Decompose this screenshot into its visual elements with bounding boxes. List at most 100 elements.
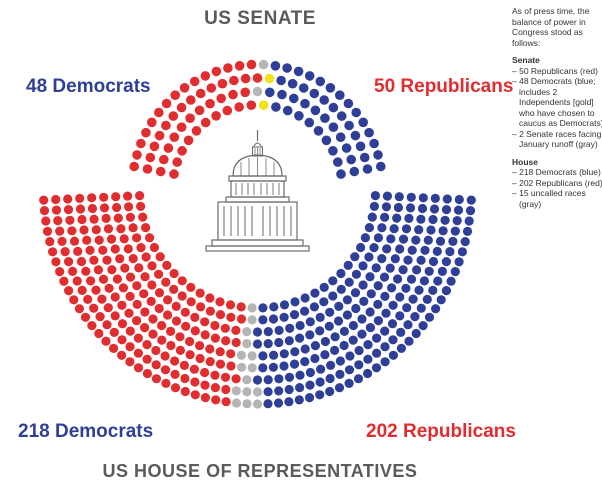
democrat-seat xyxy=(313,126,324,136)
democrat-seat xyxy=(287,78,298,89)
republican-seat xyxy=(135,191,145,201)
republican-seat xyxy=(179,83,190,93)
republican-seat xyxy=(136,201,146,211)
democrat-seat xyxy=(350,130,361,141)
republican-seat xyxy=(200,330,210,340)
republican-seat xyxy=(175,332,185,342)
democrat-seat xyxy=(373,281,383,291)
republican-seat xyxy=(220,323,230,333)
republican-seat xyxy=(154,269,164,279)
democrat-seat xyxy=(344,277,354,287)
democrat-seat xyxy=(389,224,399,234)
democrat-seat xyxy=(350,252,360,262)
notes-senate-item: – 50 Republicans (red) xyxy=(512,65,598,76)
notes-house-item: – 15 uncalled races (gray) xyxy=(512,188,586,209)
democrat-seat xyxy=(398,265,408,275)
republican-seat xyxy=(190,390,200,400)
democrat-seat xyxy=(351,269,361,279)
republican-seat xyxy=(170,356,180,366)
democrat-seat xyxy=(258,315,268,325)
republican-seat xyxy=(69,295,79,305)
republican-seat xyxy=(252,73,263,83)
republican-seat xyxy=(133,333,143,343)
republican-seat xyxy=(39,195,49,205)
democrat-seat xyxy=(358,261,368,271)
republican-seat xyxy=(125,326,135,336)
republican-seat xyxy=(142,164,153,174)
republican-seat xyxy=(177,146,187,156)
democrat-seat xyxy=(372,333,382,343)
republican-seat xyxy=(226,349,236,359)
republican-seat xyxy=(99,203,110,213)
republican-seat xyxy=(97,294,107,304)
republican-seat xyxy=(151,345,161,356)
democrat-seat xyxy=(334,383,345,393)
republican-seat xyxy=(132,281,142,291)
republican-seat xyxy=(106,234,117,244)
republican-seat xyxy=(68,266,78,276)
democrat-seat xyxy=(344,120,354,131)
republican-seat xyxy=(180,307,190,317)
democrat-seat xyxy=(326,360,336,370)
republican-seat xyxy=(134,263,144,273)
house-title: US HOUSE OF REPRESENTATIVES xyxy=(102,461,418,481)
republican-seat xyxy=(139,289,149,299)
republican-seat xyxy=(118,283,128,293)
uncalled-seat xyxy=(242,339,252,349)
republican-seat xyxy=(210,320,220,331)
republican-seat xyxy=(200,367,210,378)
republican-seat xyxy=(125,212,135,222)
democrat-seat xyxy=(289,310,300,320)
republican-seat xyxy=(133,363,144,373)
democrat-seat xyxy=(282,63,292,73)
republican-seat xyxy=(80,312,91,322)
independent-seat xyxy=(264,73,275,84)
democrat-seat xyxy=(310,353,320,364)
democrat-seat xyxy=(258,363,268,373)
democrat-seat xyxy=(450,267,460,277)
republican-seat xyxy=(215,359,226,369)
democrat-seat xyxy=(417,203,428,214)
republican-seat xyxy=(186,297,196,307)
democrat-seat xyxy=(364,252,374,262)
republican-seat xyxy=(200,380,210,390)
democrat-seat xyxy=(336,111,347,121)
republican-seat xyxy=(211,111,221,121)
democrat-seat xyxy=(418,193,428,203)
republican-seat xyxy=(51,194,61,205)
republican-seat xyxy=(117,335,127,345)
democrat-seat xyxy=(398,234,409,244)
democrat-seat xyxy=(372,348,382,358)
republican-seat xyxy=(171,301,181,311)
democrat-seat xyxy=(319,297,329,307)
republican-seat xyxy=(154,107,164,118)
democrat-seat xyxy=(346,154,357,165)
republican-seat xyxy=(186,95,196,105)
democrat-seat xyxy=(304,71,315,81)
republican-seat xyxy=(138,212,148,222)
republican-seat xyxy=(107,265,117,275)
republican-seat xyxy=(55,226,65,236)
republican-seat xyxy=(223,63,233,73)
republican-seat xyxy=(45,237,55,247)
republican-seat xyxy=(221,384,231,395)
democrat-seat xyxy=(367,212,377,222)
democrat-seat xyxy=(315,377,325,387)
democrat-seat xyxy=(373,299,383,309)
independent-seat xyxy=(258,100,269,110)
uncalled-seat xyxy=(242,399,252,409)
democrat-seat xyxy=(426,225,436,235)
democrat-seat xyxy=(395,292,405,302)
republican-seat xyxy=(51,257,61,267)
republican-seat xyxy=(99,192,109,202)
democrat-seat xyxy=(373,233,383,243)
republican-seat xyxy=(57,236,67,246)
democrat-seat xyxy=(360,233,370,243)
democrat-seat xyxy=(284,336,294,346)
democrat-seat xyxy=(441,286,451,296)
republican-seat xyxy=(205,357,215,367)
republican-seat xyxy=(183,135,194,146)
republican-seat xyxy=(103,303,113,313)
democrat-seat xyxy=(420,245,430,255)
uncalled-seat xyxy=(252,86,263,97)
